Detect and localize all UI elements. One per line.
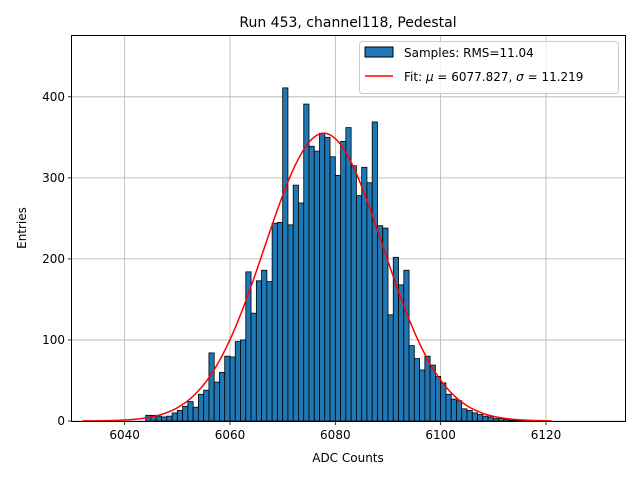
histogram-bar: [429, 364, 436, 422]
histogram-bar: [450, 398, 457, 422]
histogram-bar: [166, 415, 173, 422]
histogram-bar: [271, 222, 278, 422]
histogram-bar: [482, 415, 489, 422]
histogram-bar: [224, 355, 231, 422]
histogram-bar: [240, 339, 247, 422]
histogram-bar: [276, 222, 284, 422]
chart-title: Run 453, channel118, Pedestal: [239, 15, 456, 31]
histogram-bar: [292, 184, 299, 422]
y-axis-ticks: 0 100 200 300 400: [42, 90, 72, 428]
histogram-bar: [371, 121, 378, 422]
histogram-bar: [440, 382, 447, 422]
histogram-bar: [171, 412, 178, 422]
histogram-bar: [403, 269, 410, 422]
y-tick-label: 400: [42, 90, 65, 104]
y-axis-label: Entries: [15, 207, 29, 249]
histogram-bar: [471, 412, 478, 422]
histogram-bar: [161, 416, 168, 422]
histogram-bar: [287, 224, 294, 422]
y-tick-label: 300: [42, 171, 65, 185]
histogram-bar: [445, 393, 452, 422]
histogram-bar: [282, 87, 289, 422]
histogram-bar: [187, 401, 194, 422]
histogram-bar: [213, 381, 220, 422]
legend-box: [359, 41, 619, 94]
histogram-bar: [261, 269, 268, 422]
x-tick-label: 6120: [531, 428, 562, 442]
histogram-bar: [456, 400, 463, 422]
histogram-bar: [324, 136, 331, 422]
histogram-bar: [319, 132, 326, 422]
x-tick-label: 6100: [425, 428, 456, 442]
histogram-bar: [176, 410, 183, 422]
histogram-bar: [408, 345, 415, 422]
y-tick-label: 100: [42, 333, 65, 347]
histogram-bar: [413, 358, 421, 422]
histogram-bar: [334, 175, 342, 422]
histogram-bar: [503, 418, 510, 422]
histogram-bar: [266, 281, 273, 422]
fit-curve: [82, 132, 552, 422]
legend-swatch-samples: [364, 46, 394, 58]
histogram-bar: [303, 103, 310, 422]
legend: Samples: RMS=11.04 Fit: μ = 6077.827, σ …: [359, 41, 619, 94]
y-tick-label: 200: [42, 252, 65, 266]
histogram-bar: [361, 166, 368, 422]
histogram-bar: [419, 369, 426, 422]
histogram-bar: [250, 312, 257, 422]
histogram-bar: [350, 165, 357, 422]
histogram-bar: [255, 280, 263, 422]
histogram-bar: [234, 341, 241, 422]
histogram-bar: [477, 414, 484, 422]
x-tick-label: 6040: [109, 428, 140, 442]
histogram-bar: [313, 150, 320, 422]
histogram-bar: [392, 256, 399, 422]
histogram-bar: [377, 225, 384, 422]
histogram-bar: [229, 356, 236, 422]
histogram-bar: [192, 406, 199, 422]
x-axis-ticks: 6040 6060 6080 6100 6120: [109, 421, 561, 442]
x-tick-label: 6060: [215, 428, 246, 442]
histogram-bar: [308, 145, 315, 422]
histogram-bar: [461, 408, 468, 422]
histogram-bar: [298, 202, 305, 422]
histogram-bar: [487, 416, 494, 422]
histogram-bar: [355, 195, 363, 422]
histogram-bar: [208, 352, 215, 422]
histogram-bar: [498, 418, 505, 422]
histogram-bar: [366, 182, 373, 422]
histogram-bar: [197, 393, 205, 422]
histogram-bar: [387, 314, 394, 422]
legend-label-samples: Samples: RMS=11.04: [404, 46, 534, 60]
histogram-bar: [182, 406, 189, 422]
histogram-bar: [329, 156, 336, 422]
legend-label-fit: Fit: μ = 6077.827, σ = 11.219: [404, 70, 583, 84]
histogram-bar: [219, 371, 226, 422]
x-tick-label: 6080: [320, 428, 351, 442]
histogram-bar: [155, 415, 162, 422]
plot-frame: [71, 35, 626, 422]
histogram-bar: [508, 419, 515, 422]
x-axis-label: ADC Counts: [312, 451, 384, 465]
histogram-bar: [340, 140, 347, 422]
histogram-bar: [434, 376, 442, 422]
histogram-bar: [466, 410, 473, 422]
histogram-bar: [424, 355, 431, 422]
histogram-bar: [492, 418, 500, 422]
histogram-bar: [203, 389, 210, 422]
histogram-bar: [345, 127, 352, 422]
fit-curve-group: [82, 132, 552, 422]
y-tick-label: 0: [57, 414, 65, 428]
